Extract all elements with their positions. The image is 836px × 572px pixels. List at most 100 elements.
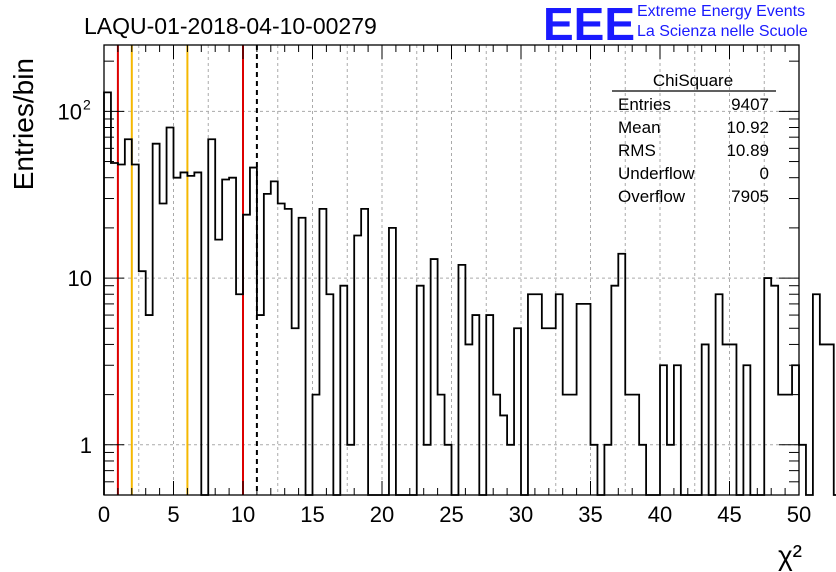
stats-row-value: 0 (760, 164, 769, 183)
stats-row-label: Underflow (618, 164, 695, 183)
histogram-bar (354, 236, 361, 495)
histogram-bar (236, 294, 243, 495)
histogram-bar (611, 286, 618, 495)
histogram-bar (243, 215, 250, 495)
histogram-bar (799, 445, 806, 495)
histogram-bar (514, 328, 521, 495)
histogram-bar (820, 344, 827, 495)
histogram-bar (326, 294, 333, 495)
histogram-bar (556, 294, 563, 495)
x-tick-label: 20 (370, 502, 394, 527)
y-tick-label: 10 (68, 266, 92, 291)
histogram-bar (104, 92, 111, 495)
logo-text-line1: Extreme Energy Events (637, 3, 806, 20)
y-tick-label: 10 (58, 99, 82, 124)
histogram-bar (389, 228, 396, 495)
histogram-bar (535, 294, 542, 495)
histogram-bar (577, 304, 584, 495)
stats-row-value: 10.92 (726, 118, 769, 137)
y-axis-label: Entries/bin (8, 58, 39, 190)
histogram-bar (827, 344, 834, 495)
histogram-bar (160, 204, 167, 495)
histogram-bar (660, 365, 667, 495)
histogram-bar (264, 194, 271, 495)
histogram-bar (139, 271, 146, 495)
histogram-bar (618, 254, 625, 495)
stats-row-label: Overflow (618, 187, 686, 206)
histogram-bar (507, 445, 514, 495)
histogram-bar (716, 294, 723, 495)
histogram-bar (591, 445, 598, 495)
x-tick-label: 40 (648, 502, 672, 527)
histogram-bar (118, 164, 125, 495)
x-tick-label: 10 (231, 502, 255, 527)
histogram-bar (472, 315, 479, 495)
histogram-bar (271, 181, 278, 495)
histogram-bar (813, 294, 820, 495)
histogram-bar (431, 259, 438, 495)
histogram-bar (208, 139, 215, 495)
stats-title: ChiSquare (653, 71, 733, 90)
histogram-bar (299, 218, 306, 495)
histogram-bar (549, 328, 556, 495)
histogram-bar (702, 344, 709, 495)
histogram-bar (146, 315, 153, 495)
histogram-bar (174, 178, 181, 495)
histogram-bar (764, 278, 771, 495)
stats-row-label: Entries (618, 95, 671, 114)
x-axis-label: χ² (778, 540, 802, 571)
x-tick-label: 15 (300, 502, 324, 527)
histogram-bar (250, 168, 257, 495)
histogram-bar (792, 365, 799, 495)
histogram-bar (674, 365, 681, 495)
histogram-bar (361, 209, 368, 495)
logo-text-line2: La Scienza nelle Scuole (637, 23, 808, 40)
stats-row-value: 7905 (731, 187, 769, 206)
x-tick-label: 35 (578, 502, 602, 527)
histogram-bar (445, 445, 452, 495)
stats-row-value: 10.89 (726, 141, 769, 160)
histogram-bar (424, 445, 431, 495)
histogram-bar (486, 315, 493, 495)
histogram-bar (292, 328, 299, 495)
histogram-bar (180, 172, 187, 495)
eee-logo: EEE (543, 0, 636, 50)
histogram-bar (340, 286, 347, 495)
histogram-bar (153, 144, 160, 495)
histogram-bar (417, 286, 424, 495)
histogram-bar (257, 315, 264, 495)
histogram-bar (347, 445, 354, 495)
histogram-bar (222, 180, 229, 495)
histogram-bar (132, 164, 139, 495)
histogram-bar (278, 204, 285, 495)
histogram-bar (125, 139, 132, 495)
histogram-bar (194, 172, 201, 495)
histogram-bar (604, 445, 611, 495)
histogram-bar (500, 415, 507, 495)
stats-row-label: Mean (618, 118, 661, 137)
x-tick-label: 5 (167, 502, 179, 527)
histogram-bar (771, 286, 778, 495)
histogram-bar (229, 178, 236, 495)
histogram-bar (584, 304, 591, 495)
histogram-bar (458, 265, 465, 495)
y-tick-label-exponent: 2 (83, 96, 91, 112)
histogram-bar (730, 344, 737, 495)
x-tick-label: 30 (509, 502, 533, 527)
x-tick-label: 45 (717, 502, 741, 527)
run-title: LAQU-01-2018-04-10-00279 (84, 13, 377, 39)
histogram-bar (319, 209, 326, 495)
histogram-outline (103, 91, 836, 496)
histogram-bar (528, 294, 535, 495)
axis-ticks (103, 45, 800, 496)
histogram-bars (103, 91, 836, 496)
histogram-bar (167, 128, 174, 495)
histogram-bar (743, 365, 750, 495)
x-tick-label: 50 (787, 502, 811, 527)
stats-row-label: RMS (618, 141, 656, 160)
histogram-bar (285, 209, 292, 495)
histogram-bar (667, 445, 674, 495)
histogram-bar (465, 344, 472, 495)
